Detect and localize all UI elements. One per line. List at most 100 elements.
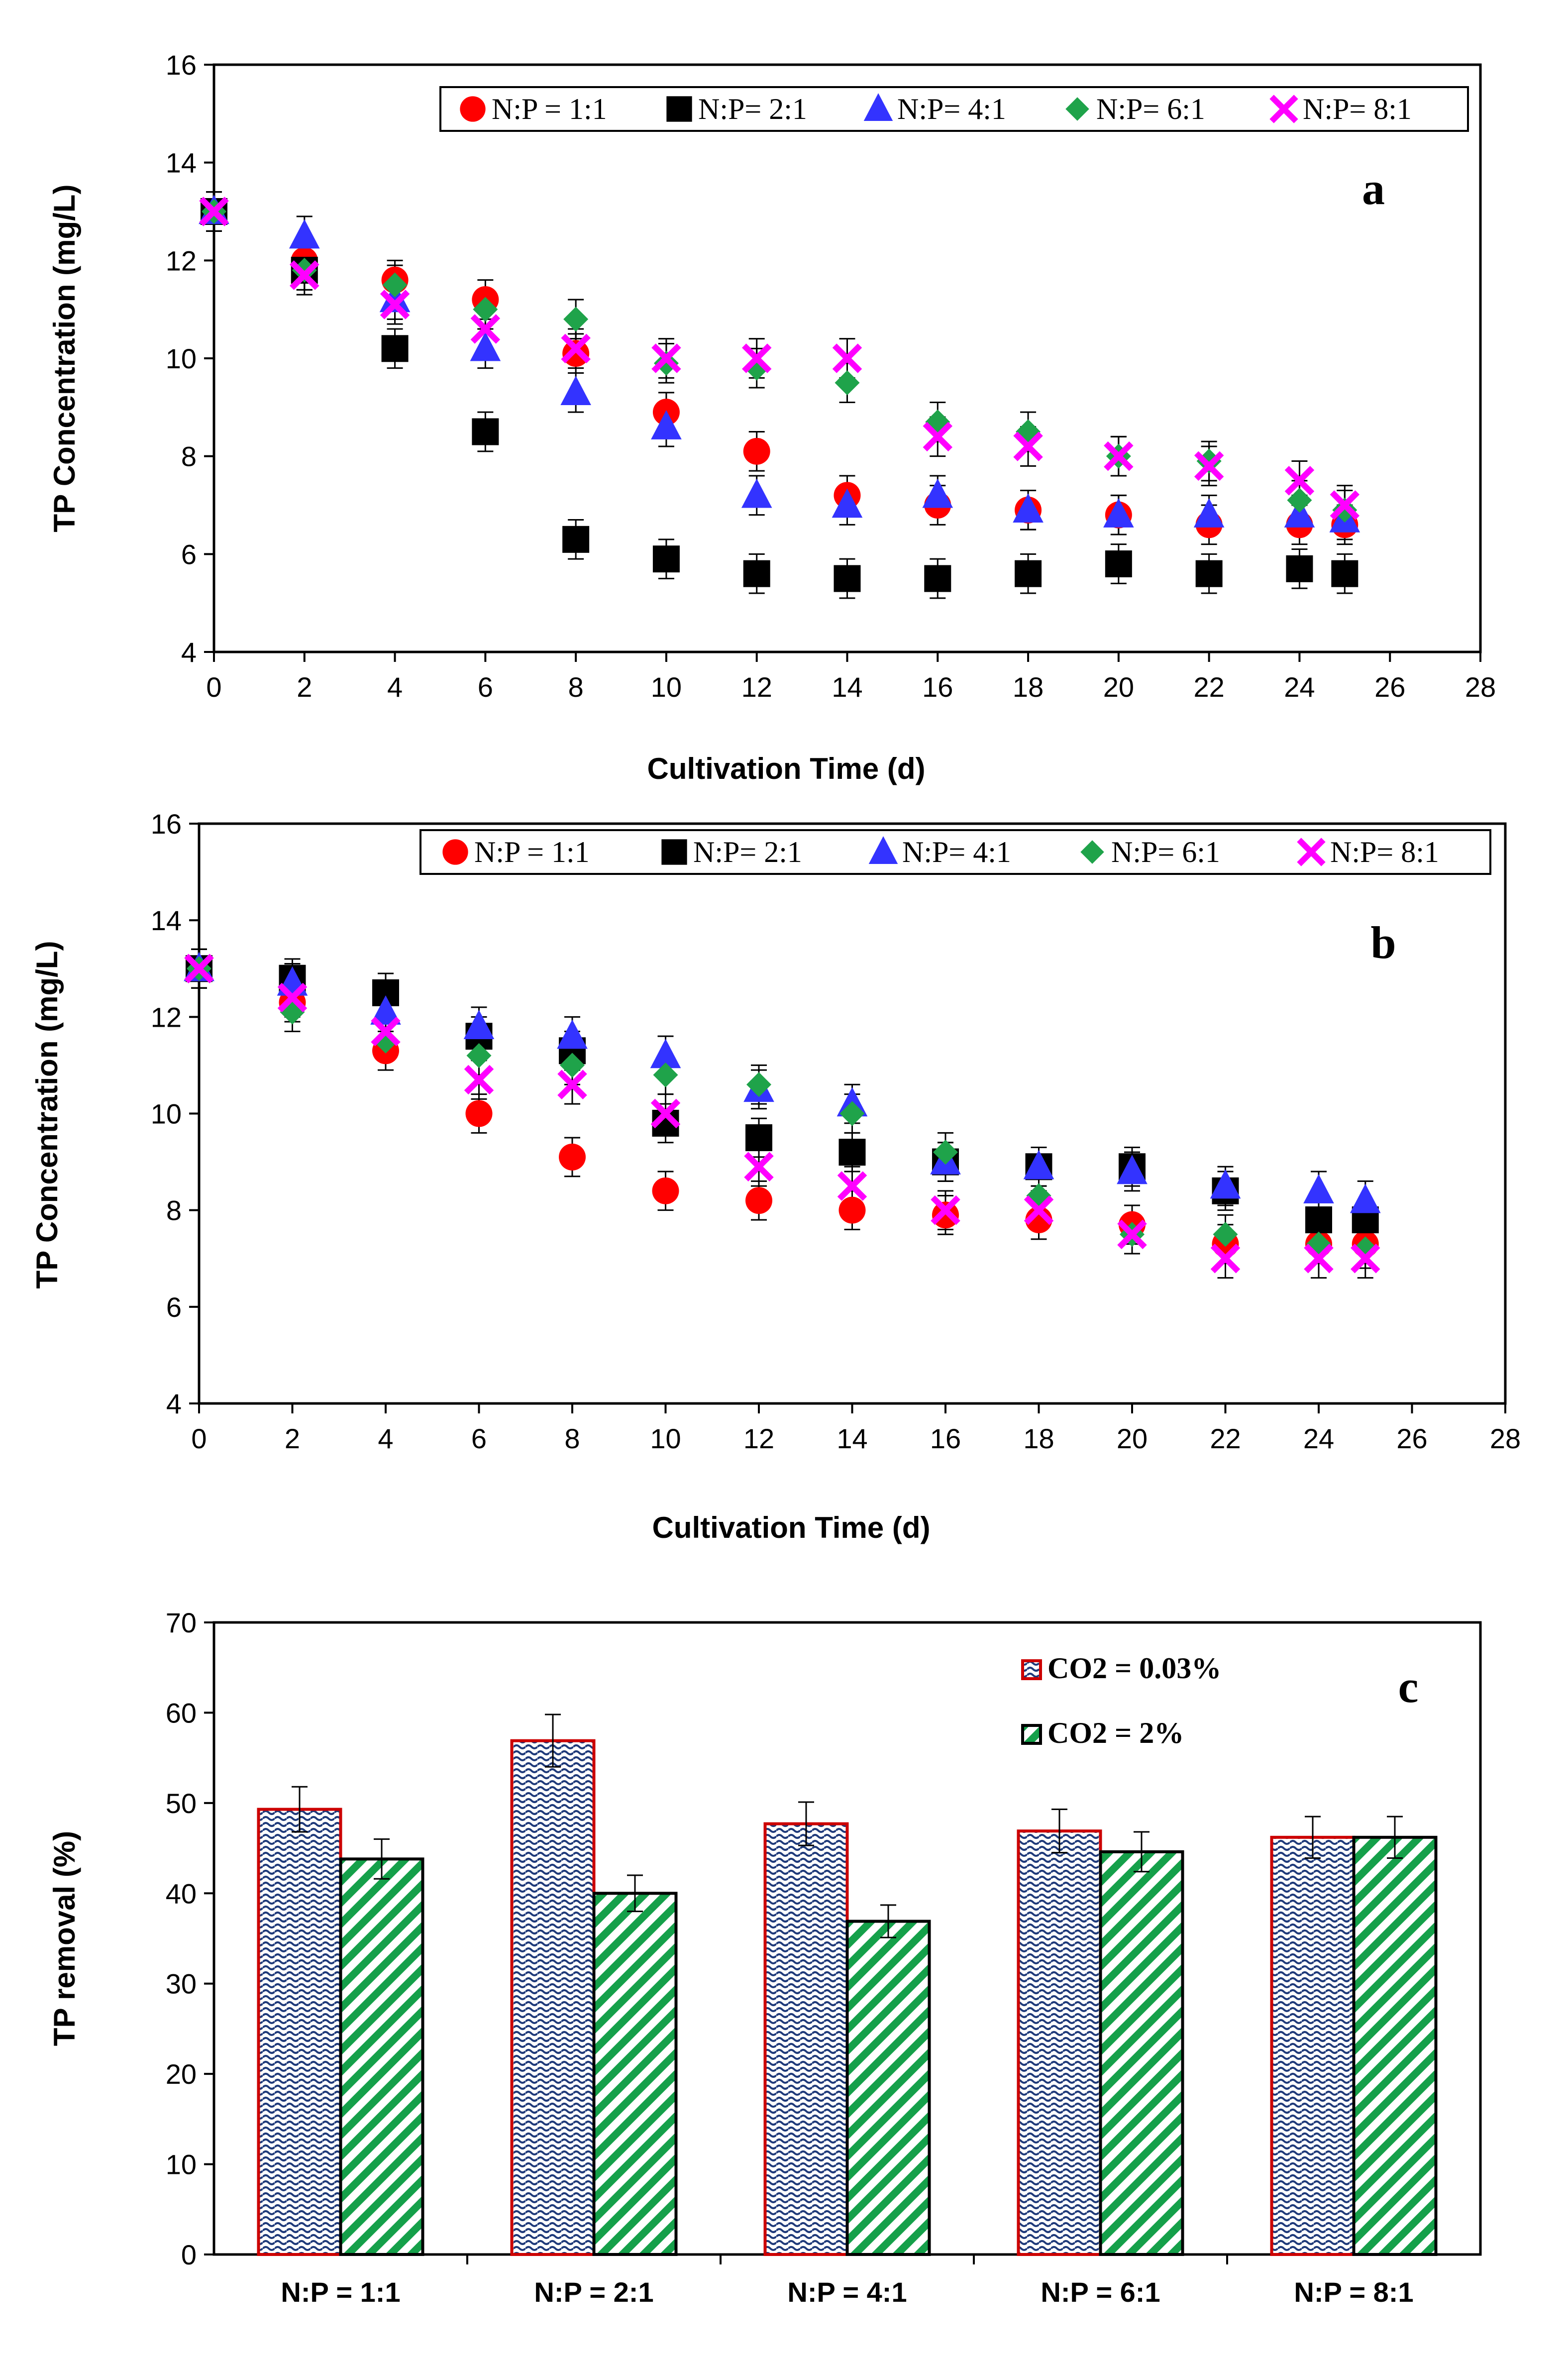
bar-co2-003 bbox=[1017, 1829, 1102, 2256]
legend-box-a bbox=[439, 86, 1469, 132]
data-point-np-8-1 bbox=[184, 954, 214, 983]
legend-label-np-2-1: N:P= 2:1 bbox=[698, 93, 807, 125]
bar-co2-003 bbox=[1270, 1835, 1356, 2256]
data-point-np-4-1 bbox=[289, 219, 320, 249]
data-point-np-8-1 bbox=[837, 1171, 867, 1201]
y-tick-label: 30 bbox=[166, 1968, 197, 2000]
y-tick-label: 10 bbox=[166, 343, 197, 374]
x-tick-label: 4 bbox=[387, 671, 403, 703]
data-point-np-8-1 bbox=[470, 314, 501, 344]
y-axis-title-b: TP Concentration (mg/L) bbox=[30, 941, 64, 1289]
data-point-np-2-1 bbox=[1305, 1206, 1332, 1234]
y-tick-label: 20 bbox=[166, 2058, 197, 2090]
data-point-np-6-1 bbox=[1196, 448, 1222, 474]
legend-label-np-6-1: N:P= 6:1 bbox=[1111, 836, 1220, 868]
data-point-np-8-1 bbox=[371, 1016, 401, 1047]
data-point-np-6-1 bbox=[466, 1043, 492, 1068]
y-tick-label: 40 bbox=[166, 1878, 197, 1909]
x-category-label: N:P = 2:1 bbox=[534, 2276, 653, 2308]
legend-marker-np-4-1 bbox=[868, 836, 898, 864]
data-point-np-2-1 bbox=[562, 526, 590, 553]
data-point-np-2-1 bbox=[1105, 550, 1132, 577]
data-point-np-6-1 bbox=[746, 1072, 771, 1097]
data-point-np-2-1 bbox=[1331, 560, 1359, 587]
data-point-np-8-1 bbox=[199, 197, 229, 226]
data-point-np-8-1 bbox=[561, 333, 591, 364]
legend-marker-np-1-1 bbox=[460, 96, 486, 122]
data-point-np-8-1 bbox=[277, 982, 308, 1013]
legend-label-co2-2: CO2 = 2% bbox=[1047, 1716, 1184, 1749]
x-tick-label: 20 bbox=[1117, 1423, 1148, 1454]
legend-a: N:P = 1:1 N:P= 2:1 N:P= 4:1 N:P= 6:1 N:P= 8:… bbox=[439, 86, 1469, 132]
x-tick-label: 24 bbox=[1284, 671, 1315, 703]
legend-swatch-co2-2 bbox=[1021, 1724, 1042, 1745]
data-point-np-8-1 bbox=[1013, 431, 1043, 461]
data-point-np-4-1 bbox=[463, 1010, 495, 1039]
data-point-np-8-1 bbox=[1351, 1244, 1380, 1274]
y-axis-title-a: TP Concentration (mg/L) bbox=[48, 185, 81, 533]
error-bar bbox=[292, 1786, 308, 1833]
legend-marker-np-1-1 bbox=[442, 839, 468, 865]
data-point-np-8-1 bbox=[1117, 1219, 1147, 1249]
bar-co2-003 bbox=[257, 1808, 342, 2256]
error-bar bbox=[545, 1713, 561, 1768]
x-tick-label: 28 bbox=[1490, 1423, 1521, 1454]
data-point-np-6-1 bbox=[839, 1101, 865, 1126]
x-tick-label: 10 bbox=[651, 671, 682, 703]
data-point-np-8-1 bbox=[741, 343, 772, 373]
data-point-np-2-1 bbox=[652, 545, 680, 573]
x-axis-title-a: Cultivation Time (d) bbox=[647, 752, 926, 785]
bar-co2-2 bbox=[1352, 1835, 1438, 2256]
data-point-np-2-1 bbox=[743, 560, 770, 587]
data-point-np-4-1 bbox=[1303, 1174, 1334, 1204]
y-axis-title-c: TP removal (%) bbox=[48, 1831, 81, 2046]
y-tick-label: 4 bbox=[181, 637, 197, 668]
x-tick-label: 12 bbox=[743, 1423, 774, 1454]
bar-co2-2 bbox=[1099, 1850, 1184, 2256]
error-bars-a bbox=[206, 191, 1353, 599]
data-point-np-2-1 bbox=[1195, 560, 1223, 587]
y-tick-label: 50 bbox=[166, 1788, 197, 1819]
data-point-np-6-1 bbox=[1213, 1222, 1238, 1247]
x-tick-label: 2 bbox=[297, 671, 312, 703]
data-point-np-8-1 bbox=[744, 1152, 774, 1182]
data-point-np-4-1 bbox=[1193, 498, 1225, 528]
y-tick-label: 70 bbox=[166, 1607, 197, 1638]
data-point-np-8-1 bbox=[290, 260, 319, 290]
y-tick-label: 6 bbox=[181, 538, 197, 570]
bar-co2-003 bbox=[763, 1822, 849, 2256]
error-bar bbox=[1134, 1831, 1150, 1873]
data-point-np-8-1 bbox=[1330, 490, 1360, 520]
x-tick-label: 18 bbox=[1023, 1423, 1054, 1454]
y-tick-label: 8 bbox=[166, 1195, 182, 1226]
data-point-np-6-1 bbox=[382, 272, 408, 298]
x-tick-label: 0 bbox=[191, 1423, 207, 1454]
data-point-np-4-1 bbox=[650, 1039, 681, 1069]
legend-marker-np-4-1 bbox=[863, 93, 893, 121]
data-point-np-2-1 bbox=[1286, 555, 1313, 582]
data-point-np-8-1 bbox=[1210, 1244, 1241, 1274]
bar-co2-2 bbox=[339, 1857, 424, 2256]
x-tick-label: 8 bbox=[564, 1423, 580, 1454]
x-tick-label: 6 bbox=[478, 671, 493, 703]
data-point-np-4-1 bbox=[560, 376, 591, 406]
data-point-np-4-1 bbox=[922, 478, 953, 508]
data-point-np-8-1 bbox=[931, 1195, 960, 1225]
error-bar bbox=[798, 1801, 814, 1846]
data-point-np-4-1 bbox=[1210, 1169, 1241, 1199]
data-point-np-4-1 bbox=[741, 478, 772, 508]
data-point-np-2-1 bbox=[381, 335, 409, 362]
x-category-label: N:P = 1:1 bbox=[281, 2276, 400, 2308]
y-tick-label: 60 bbox=[166, 1697, 197, 1728]
y-tick-label: 8 bbox=[181, 441, 197, 472]
data-point-np-4-1 bbox=[832, 488, 863, 518]
error-bar bbox=[1051, 1809, 1067, 1854]
bars-c bbox=[257, 1713, 1438, 2256]
legend-marker-np-2-1 bbox=[661, 839, 687, 865]
x-tick-label: 12 bbox=[741, 671, 772, 703]
x-tick-label: 16 bbox=[922, 671, 953, 703]
data-point-np-8-1 bbox=[464, 1065, 494, 1095]
x-tick-label: 4 bbox=[378, 1423, 393, 1454]
